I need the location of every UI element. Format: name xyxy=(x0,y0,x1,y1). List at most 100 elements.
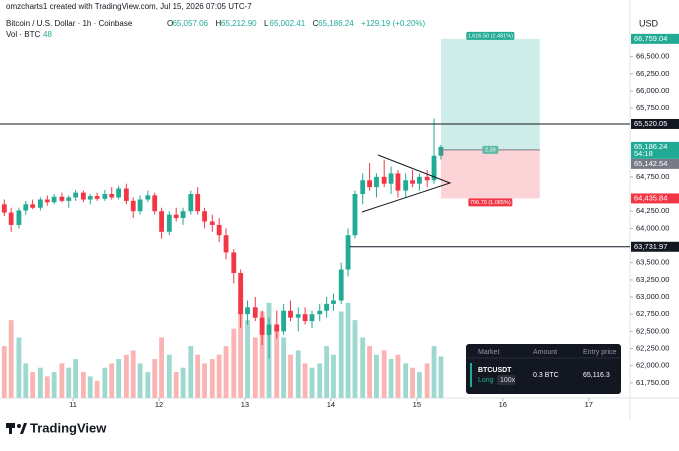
candle-body xyxy=(395,173,401,191)
triangle-drawing xyxy=(361,154,452,213)
candle-body xyxy=(30,204,36,208)
volume-bar xyxy=(438,356,444,398)
y-tick-label: 63,000.00 xyxy=(636,292,669,301)
candle-body xyxy=(360,180,366,195)
y-tick-label: 63,250.00 xyxy=(636,275,669,284)
loss-zone xyxy=(440,149,540,199)
profit-zone xyxy=(440,38,540,150)
candle-body xyxy=(216,224,222,236)
candle-body xyxy=(223,235,229,253)
candle-body xyxy=(431,155,437,181)
ohlc-value: 65,002.41 xyxy=(270,19,306,28)
hline-tag-bg xyxy=(631,118,679,129)
volume-bar xyxy=(231,328,237,398)
credit: omzcharts1 created with TradingView.com,… xyxy=(6,2,252,11)
entry-tag-bg xyxy=(631,158,679,169)
volume-bar xyxy=(252,337,258,398)
candle-body xyxy=(180,211,186,219)
candle-body xyxy=(87,196,93,200)
countdown: 54:18 xyxy=(634,149,653,158)
volume-bar xyxy=(37,367,43,398)
volume-bar xyxy=(295,350,301,398)
candle-body xyxy=(231,252,237,274)
leverage: 100x xyxy=(500,377,516,384)
volume-bar xyxy=(360,337,366,398)
candle-body xyxy=(388,173,394,184)
y-tick-label: 62,000.00 xyxy=(636,361,669,370)
volume-bar xyxy=(209,359,215,398)
candle-body xyxy=(274,324,280,332)
y-tick-label: 65,750.00 xyxy=(636,103,669,112)
volume-bar xyxy=(16,337,22,398)
candle-body xyxy=(403,180,409,191)
loss-label-bg xyxy=(468,198,513,207)
volume-bar xyxy=(73,359,79,398)
candle-body xyxy=(417,176,422,184)
volume-bar xyxy=(309,367,315,398)
volume-bar xyxy=(188,346,194,398)
candle-body xyxy=(59,196,65,201)
target-tag-bg xyxy=(631,33,679,44)
volume-bar xyxy=(59,363,65,398)
candle-body xyxy=(23,204,29,211)
y-tick-label: 62,750.00 xyxy=(636,309,669,318)
logo-part xyxy=(20,423,27,434)
panel-header: Market xyxy=(478,349,499,356)
entry-tag: 65,142.54 xyxy=(634,159,667,168)
volume-bar xyxy=(80,372,86,398)
volume-bar xyxy=(202,363,207,398)
ohlc-label: O xyxy=(167,19,173,28)
volume-bar xyxy=(195,354,201,398)
candle-body xyxy=(266,324,272,335)
volume-bar xyxy=(44,376,50,398)
volume-bar xyxy=(166,354,172,398)
volume-bar xyxy=(137,363,143,398)
panel-header: Amount xyxy=(533,349,557,356)
candle-body xyxy=(116,188,122,198)
volume-bar xyxy=(123,354,129,398)
volume-bar xyxy=(410,367,415,398)
volume-bar xyxy=(173,372,179,398)
volume-bar xyxy=(94,380,100,398)
volume-bar xyxy=(274,328,280,398)
change: +129.19 (+0.20%) xyxy=(361,19,425,28)
candle-body xyxy=(209,221,215,225)
symbol: Bitcoin / U.S. Dollar · 1h · Coinbase xyxy=(6,19,133,28)
plot: 1,616.50 (2.481%) 2.39 706.70 (1.085%) xyxy=(0,31,630,398)
loss-label: 706.70 (1.085%) xyxy=(470,200,511,206)
candle-body xyxy=(173,214,179,219)
candle-body xyxy=(123,188,129,201)
hline-tag: 63,731.97 xyxy=(634,242,667,251)
candle-body xyxy=(259,317,265,335)
footer-logo: TradingView xyxy=(6,420,107,435)
x-tick-label: 13 xyxy=(241,400,249,409)
candle-body xyxy=(16,210,22,225)
leverage-badge xyxy=(497,375,515,385)
ratio-label-bg xyxy=(482,145,499,154)
x-tick-label: 16 xyxy=(499,400,507,409)
ohlc-label: C xyxy=(313,19,319,28)
candle-body xyxy=(195,194,201,212)
last-price-tag: 65,186.24 xyxy=(634,142,667,151)
target-tag: 66,759.04 xyxy=(634,34,667,43)
last-price-tag-bg xyxy=(631,141,679,159)
y-tick-label: 66,500.00 xyxy=(636,52,669,61)
candle-body xyxy=(1,204,7,213)
y-tick-label: 62,250.00 xyxy=(636,344,669,353)
candle-body xyxy=(317,310,323,315)
brand: TradingView xyxy=(30,420,107,435)
candle-body xyxy=(137,199,143,212)
volume-bar xyxy=(109,363,115,398)
y-tick-label: 64,750.00 xyxy=(636,172,669,181)
stop-tag-bg xyxy=(631,193,679,204)
volume-bar xyxy=(431,346,437,398)
volume-bar xyxy=(66,367,72,398)
candle-body xyxy=(102,194,108,199)
volume-bar xyxy=(8,320,14,398)
y-tick-label: 64,000.00 xyxy=(636,223,669,232)
hline-tag: 65,520.05 xyxy=(634,119,667,128)
ohlc-value: 65,212.90 xyxy=(221,19,257,28)
candle-body xyxy=(288,310,293,318)
candle-body xyxy=(80,192,86,200)
volume-label: Vol · BTC xyxy=(6,30,40,39)
